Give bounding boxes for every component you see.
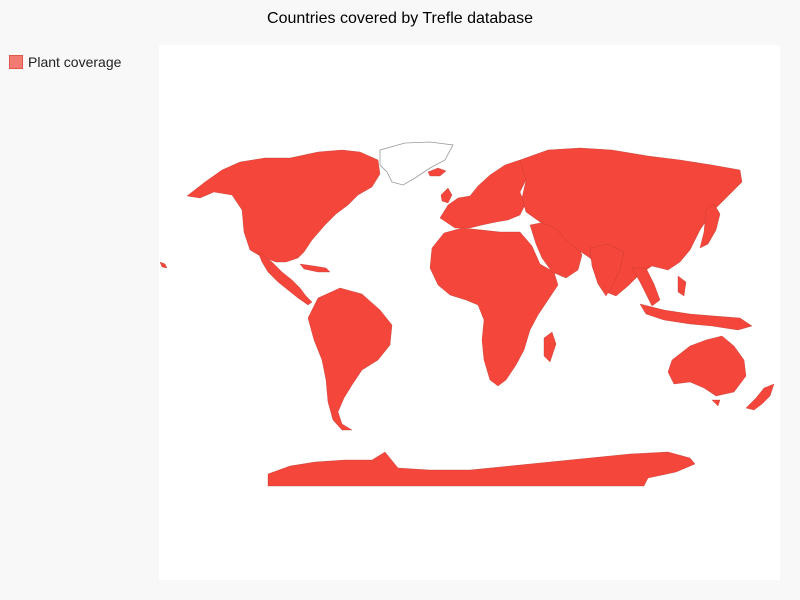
region-asia	[519, 147, 743, 297]
region-philippines	[677, 275, 687, 297]
region-iceland	[427, 167, 447, 177]
region-south-america	[307, 287, 393, 431]
region-new-zealand	[745, 383, 775, 411]
region-africa	[429, 227, 559, 387]
region-madagascar	[543, 331, 557, 363]
region-southeast-asia	[631, 267, 661, 307]
region-indonesia	[639, 303, 753, 331]
region-australia	[667, 335, 747, 397]
region-central-america	[257, 251, 313, 306]
legend-swatch	[9, 55, 23, 69]
region-europe	[439, 159, 531, 229]
region-india	[589, 243, 625, 297]
region-north-america	[186, 149, 381, 263]
region-british-isles	[440, 187, 453, 204]
legend: Plant coverage	[9, 54, 121, 70]
region-japan	[699, 203, 721, 249]
chart-title: Countries covered by Trefle database	[267, 10, 533, 27]
region-tasmania	[711, 399, 721, 407]
legend-label: Plant coverage	[28, 54, 122, 70]
region-hawaii	[159, 261, 168, 269]
region-greenland	[379, 141, 454, 186]
region-caribbean	[299, 263, 331, 273]
region-antarctica	[267, 451, 696, 487]
